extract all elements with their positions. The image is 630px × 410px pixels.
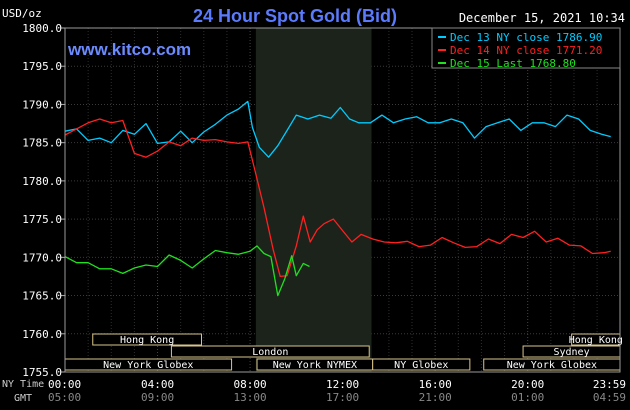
session-box	[170, 345, 370, 358]
legend-box	[431, 27, 621, 69]
x-tick-label-gmt: 09:00	[141, 391, 174, 404]
x-tick-label-gmt: 04:59	[593, 391, 626, 404]
x-tick-label-gmt: 05:00	[48, 391, 81, 404]
session-box	[92, 333, 202, 346]
session-label: Hong Kong	[120, 335, 174, 346]
x-tick-label-ny: 08:00	[234, 378, 267, 391]
session-label: NY Globex	[394, 360, 448, 371]
y-tick-label: 1790.0	[22, 98, 62, 111]
session-label: London	[252, 347, 288, 358]
y-axis-label: USD/oz	[2, 7, 42, 20]
nymex-hours-shade	[255, 28, 372, 372]
y-tick-label: 1800.0	[22, 22, 62, 35]
y-tick-label: 1765.0	[22, 290, 62, 303]
session-label: New York NYMEX	[273, 360, 357, 371]
market-sessions: Hong Kong Hong Kong London Sydney New York G…	[64, 333, 623, 371]
chart-title: 24 Hour Spot Gold (Bid)	[193, 6, 397, 26]
x-tick-label-gmt: 01:00	[511, 391, 544, 404]
nymex-highlight	[255, 28, 372, 372]
gmt-label: GMT	[14, 393, 32, 404]
x-tick-label-ny: 20:00	[511, 378, 544, 391]
session-label: Hong Kong	[569, 335, 623, 346]
x-tick-label-ny: 12:00	[326, 378, 359, 391]
watermark: www.kitco.com	[67, 40, 191, 59]
y-tick-label: 1785.0	[22, 137, 62, 150]
y-tick-label: 1795.0	[22, 60, 62, 73]
series-line	[64, 100, 611, 158]
x-tick-label-ny: 00:00	[48, 378, 81, 391]
y-tick-label: 1760.0	[22, 328, 62, 341]
plot-frame	[64, 27, 621, 373]
y-tick-label: 1770.0	[22, 251, 62, 264]
legend-entry: Dec 14 NY close 1771.20	[450, 44, 602, 57]
y-tick-label: 1775.0	[22, 213, 62, 226]
ny-time-label: NY Time	[2, 379, 44, 390]
session-label: Sydney	[553, 347, 589, 358]
y-tick-label: 1780.0	[22, 175, 62, 188]
x-tick-label-ny: 23:59	[593, 378, 626, 391]
session-label: New York Globex	[507, 360, 597, 371]
session-box	[372, 358, 471, 371]
series-line	[64, 245, 310, 297]
legend-entry: Dec 13 NY close 1786.90	[450, 31, 602, 44]
x-tick-label-ny: 16:00	[419, 378, 452, 391]
x-tick-label-gmt: 13:00	[234, 391, 267, 404]
session-label: New York Globex	[103, 360, 193, 371]
chart-timestamp: December 15, 2021 10:34	[459, 11, 625, 25]
y-tick-label: 1755.0	[22, 366, 62, 379]
series-line	[64, 118, 611, 278]
series-lines	[64, 100, 611, 297]
legend-entry: Dec 15 Last 1768.80	[450, 57, 576, 70]
x-tick-label-ny: 04:00	[141, 378, 174, 391]
x-tick-label-gmt: 17:00	[326, 391, 359, 404]
x-tick-label-gmt: 21:00	[419, 391, 452, 404]
axes: 1800.0 1795.0 1790.0 1785.0 1780.0 1775.0 1770…	[22, 22, 626, 404]
